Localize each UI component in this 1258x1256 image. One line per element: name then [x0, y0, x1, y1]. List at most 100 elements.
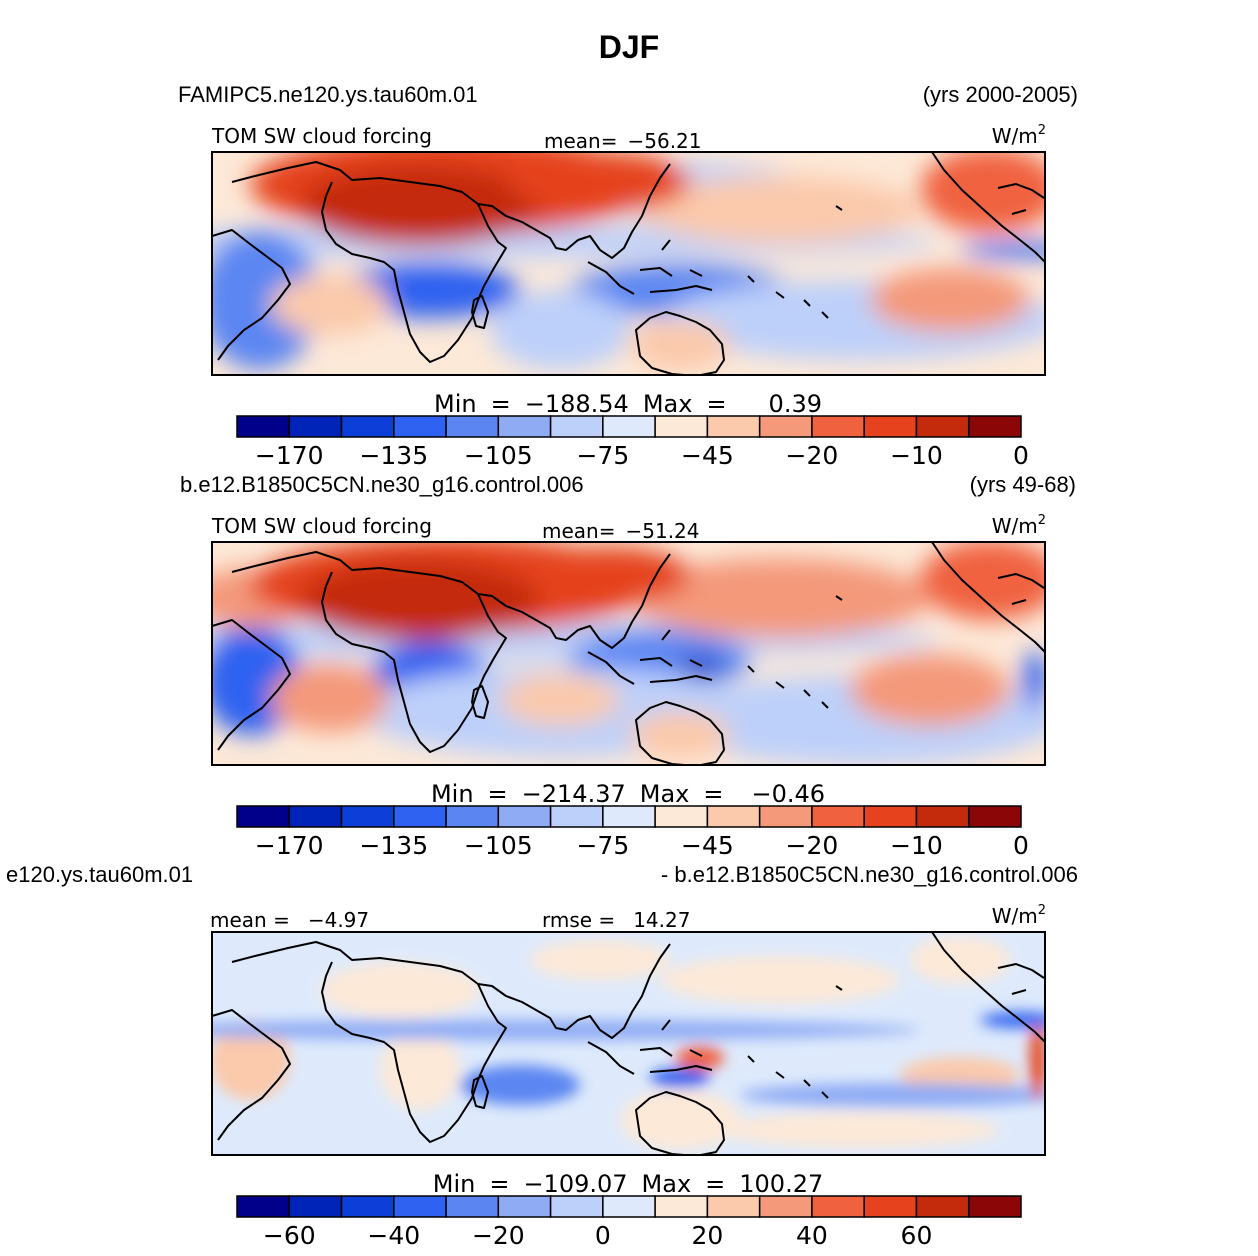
colorbar-swatch	[863, 1195, 918, 1218]
colorbar-swatch	[706, 805, 761, 828]
colorbar-swatch	[549, 805, 604, 828]
colorbar-tick-label: −45	[681, 831, 734, 860]
panel-2-units: W/m2	[992, 513, 1046, 538]
colorbar-swatch	[340, 415, 395, 438]
colorbar-swatch	[288, 805, 343, 828]
colorbar-tick-label: −135	[359, 831, 428, 860]
panel-3-rmse: rmse = 14.27	[542, 908, 690, 932]
colorbar-swatch	[915, 1195, 970, 1218]
panel-2-mean: mean= −51.24	[542, 519, 700, 543]
panel-1-map	[212, 152, 1045, 375]
colorbar-swatch	[758, 1195, 813, 1218]
colorbar-swatch	[602, 1195, 656, 1218]
panel-1-colorbar: −170 −135 −105 −75 −45 −20 −10 0	[236, 415, 1029, 470]
colorbar-swatch	[811, 1195, 865, 1218]
colorbar-tick-label: −75	[576, 831, 629, 860]
panel-1-mean-label: mean=	[544, 129, 617, 153]
colorbar-swatch	[549, 415, 604, 438]
colorbar-swatch	[393, 1195, 447, 1218]
panel-3-case-right: - b.e12.B1850C5CN.ne30_g16.control.006	[661, 862, 1078, 887]
panel-3-case-left: e120.ys.tau60m.01	[6, 862, 193, 887]
panel-3-minmax: Min = −109.07 Max = 100.27	[433, 1170, 824, 1198]
panel-3-mean: mean = −4.97	[210, 908, 369, 932]
panel-3-map	[212, 932, 1045, 1155]
panel-3: e120.ys.tau60m.01 - b.e12.B1850C5CN.ne30…	[6, 862, 1078, 1250]
colorbar-swatch	[863, 415, 918, 438]
panel-2-map	[212, 542, 1045, 765]
colorbar-swatch	[549, 1195, 604, 1218]
colorbar-swatch	[497, 1195, 552, 1218]
colorbar-swatch	[915, 415, 970, 438]
panel-1-field-label: TOM SW cloud forcing	[211, 124, 432, 148]
colorbar-swatch	[967, 1195, 1022, 1218]
figure-title: DJF	[599, 29, 659, 65]
panel-1-units: W/m2	[992, 123, 1046, 148]
colorbar-tick-label: −20	[472, 1221, 525, 1250]
panel-2-case-name: b.e12.B1850C5CN.ne30_g16.control.006	[180, 472, 584, 497]
panel-1-years: (yrs 2000-2005)	[923, 82, 1078, 107]
colorbar-swatch	[915, 805, 970, 828]
colorbar-swatch	[288, 415, 343, 438]
colorbar-tick-label: −105	[464, 831, 533, 860]
colorbar-swatch	[758, 805, 813, 828]
colorbar-tick-label: −20	[786, 441, 839, 470]
colorbar-tick-label: −10	[890, 441, 943, 470]
panel-1-frame	[211, 151, 1046, 376]
colorbar-swatch	[602, 415, 656, 438]
colorbar-swatch	[393, 415, 447, 438]
panel-3-frame	[211, 931, 1046, 1156]
colorbar-tick-label: 0	[1013, 441, 1029, 470]
colorbar-swatch	[340, 805, 395, 828]
colorbar-swatch	[967, 415, 1022, 438]
colorbar-swatch	[602, 805, 656, 828]
colorbar-tick-label: −75	[576, 441, 629, 470]
panel-2-colorbar: −170 −135 −105 −75 −45 −20 −10 0	[236, 805, 1029, 860]
colorbar-tick-label: −20	[786, 831, 839, 860]
colorbar-tick-label: −60	[263, 1221, 316, 1250]
colorbar-swatch	[236, 415, 291, 438]
colorbar-tick-label: −170	[255, 441, 324, 470]
panel-2: b.e12.B1850C5CN.ne30_g16.control.006 (yr…	[180, 472, 1076, 860]
colorbar-swatch	[811, 415, 865, 438]
colorbar-swatch	[706, 1195, 761, 1218]
colorbar-tick-label: 0	[595, 1221, 611, 1250]
colorbar-swatch	[445, 1195, 500, 1218]
colorbar-tick-label: −170	[255, 831, 324, 860]
colorbar-tick-label: −10	[890, 831, 943, 860]
colorbar-swatch	[288, 1195, 343, 1218]
colorbar-tick-label: 60	[901, 1221, 933, 1250]
colorbar-swatch	[654, 1195, 709, 1218]
panel-1: FAMIPC5.ne120.ys.tau60m.01 (yrs 2000-200…	[178, 82, 1078, 470]
colorbar-tick-label: −40	[367, 1221, 420, 1250]
colorbar-swatch	[706, 415, 761, 438]
colorbar-swatch	[445, 415, 500, 438]
colorbar-swatch	[445, 805, 500, 828]
panel-1-minmax: Min = −188.54 Max = 0.39	[434, 390, 822, 418]
colorbar-swatch	[654, 805, 709, 828]
panel-1-mean: mean= −56.21	[544, 129, 702, 153]
panel-3-units: W/m2	[992, 903, 1046, 928]
colorbar-swatch	[811, 805, 865, 828]
colorbar-tick-label: −135	[359, 441, 428, 470]
colorbar-swatch	[967, 805, 1022, 828]
panel-2-frame	[211, 541, 1046, 766]
colorbar-swatch	[236, 1195, 291, 1218]
colorbar-swatch	[863, 805, 918, 828]
colorbar-swatch	[497, 415, 552, 438]
colorbar-tick-label: 0	[1013, 831, 1029, 860]
panel-1-mean-value: −56.21	[627, 129, 701, 153]
colorbar-swatch	[497, 805, 552, 828]
colorbar-swatch	[654, 415, 709, 438]
panel-2-field-label: TOM SW cloud forcing	[211, 514, 432, 538]
panel-2-minmax: Min = −214.37 Max = −0.46	[431, 780, 825, 808]
colorbar-swatch	[236, 805, 291, 828]
colorbar-tick-label: 40	[796, 1221, 828, 1250]
colorbar-tick-label: −45	[681, 441, 734, 470]
colorbar-swatch	[758, 415, 813, 438]
colorbar-swatch	[393, 805, 447, 828]
panel-3-colorbar: −60 −40 −20 0 20 40 60	[236, 1195, 1022, 1250]
colorbar-tick-label: 20	[691, 1221, 723, 1250]
panel-2-years: (yrs 49-68)	[970, 472, 1076, 497]
panel-1-case-name: FAMIPC5.ne120.ys.tau60m.01	[178, 82, 478, 107]
